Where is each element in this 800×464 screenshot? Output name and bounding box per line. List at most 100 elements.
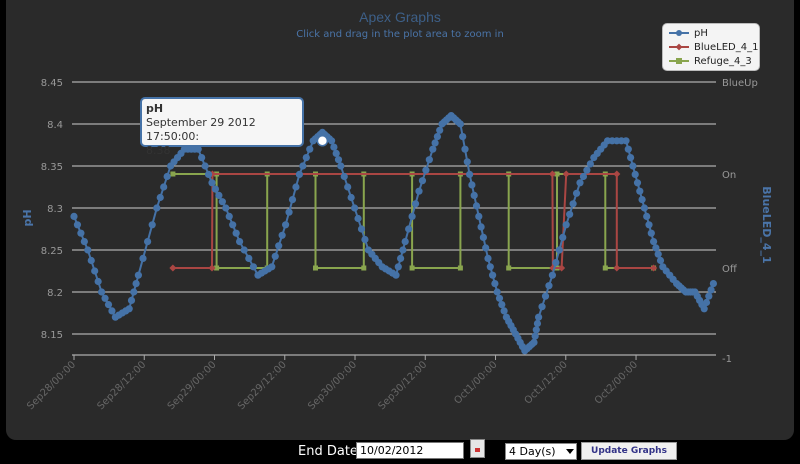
series-point-pH <box>475 212 483 220</box>
x-tick-label: Oct2/00:00 <box>593 359 640 406</box>
range-select-value: 4 Day(s) <box>509 445 556 458</box>
chart-legend[interactable]: pH BlueLED_4_1 Refuge_4_3 <box>662 23 760 71</box>
series-point-pH <box>351 204 359 212</box>
series-point-pH <box>629 162 637 170</box>
series-point-pH <box>418 177 427 185</box>
series-point-pH <box>268 263 276 271</box>
series-line-Refuge_4_3 <box>172 173 654 269</box>
legend-item-blueled[interactable]: BlueLED_4_1 <box>667 40 759 54</box>
series-point-pH <box>470 191 478 199</box>
series-point-pH <box>431 139 439 147</box>
series-point-pH <box>229 221 237 229</box>
series-point-pH <box>545 282 553 290</box>
series-point-pH <box>73 221 82 229</box>
series-point-pH <box>562 221 570 229</box>
series-point-pH <box>548 271 557 279</box>
series-point-pH <box>493 288 501 296</box>
series-point-pH <box>130 288 138 296</box>
series-point-pH <box>194 145 202 153</box>
update-graphs-button[interactable]: Update Graphs <box>581 442 677 460</box>
series-point-pH <box>399 246 407 254</box>
series-point-pH <box>232 229 240 237</box>
series-point-Refuge_4_3 <box>361 265 367 271</box>
series-point-pH <box>198 154 206 162</box>
chevron-down-icon <box>566 449 574 454</box>
series-point-pH <box>532 326 540 334</box>
series-point-pH <box>566 210 574 218</box>
series-point-pH <box>245 254 253 262</box>
series-point-pH <box>535 313 543 321</box>
series-point-pH <box>392 271 400 279</box>
series-point-pH <box>643 212 651 220</box>
calendar-icon[interactable] <box>470 439 485 458</box>
series-point-pH <box>586 160 594 168</box>
chart-tooltip: pH September 29 2012 17:50:00: 8.38 <box>140 97 304 157</box>
series-point-pH <box>468 181 476 189</box>
series-point-pH <box>579 172 588 181</box>
series-point-pH <box>459 133 467 141</box>
series-point-pH <box>652 244 660 252</box>
series-point-BlueLED_4_1 <box>558 264 566 272</box>
series-point-pH <box>489 271 497 279</box>
series-point-pH <box>500 307 508 315</box>
series-point-pH <box>654 250 662 258</box>
series-point-pH <box>201 162 209 170</box>
series-point-Refuge_4_3 <box>170 171 176 177</box>
series-point-pH <box>163 172 171 181</box>
series-point-Refuge_4_3 <box>602 265 608 271</box>
series-point-pH <box>645 221 653 229</box>
series-point-pH <box>394 263 402 271</box>
series-point-pH <box>555 246 563 254</box>
y-axis-right: BlueUp On Off -1 <box>722 78 758 365</box>
series-point-pH <box>477 223 485 231</box>
series-point-Refuge_4_3 <box>313 265 318 271</box>
series-point-pH <box>134 271 142 279</box>
series-point-pH <box>530 338 538 346</box>
series-point-pH <box>707 286 715 294</box>
chart-panel[interactable]: Apex Graphs Click and drag in the plot a… <box>6 0 794 440</box>
series-point-pH <box>292 183 300 191</box>
x-tick-label: Oct1/00:00 <box>452 359 499 406</box>
y-axis-right-label: BlueLED_4_1 <box>760 186 773 263</box>
series-point-pH <box>80 238 88 246</box>
series-point-pH <box>271 252 279 260</box>
series-point-pH <box>538 303 546 311</box>
series-point-pH <box>139 254 147 262</box>
series-point-BlueLED_4_1 <box>613 264 621 272</box>
series-point-pH <box>638 196 646 204</box>
series-point-pH <box>127 296 136 304</box>
series-point-pH <box>275 242 283 250</box>
series-point-pH <box>401 238 409 246</box>
series-point-pH <box>705 292 713 300</box>
series-point-pH <box>583 166 591 174</box>
series-point-pH <box>552 259 560 267</box>
series-point-pH <box>650 238 658 246</box>
x-tick-label: Sep29/00:00 <box>166 359 219 412</box>
range-select[interactable]: 4 Day(s) <box>505 443 577 460</box>
series-point-pH <box>288 196 297 204</box>
series-point-pH <box>709 280 718 288</box>
series-point-pH <box>302 154 310 162</box>
series-point-pH <box>486 263 494 271</box>
legend-item-ph[interactable]: pH <box>667 26 759 40</box>
series-point-BlueLED_4_1 <box>169 264 177 272</box>
legend-item-refuge[interactable]: Refuge_4_3 <box>667 54 759 68</box>
end-date-input[interactable] <box>356 442 464 459</box>
controls-bar: End Date <box>0 440 800 464</box>
series-point-pH <box>461 145 469 153</box>
series-point-pH <box>405 225 413 233</box>
series-point-pH <box>332 149 340 157</box>
series-point-pH <box>425 156 433 164</box>
chart-plot[interactable]: Apex Graphs Click and drag in the plot a… <box>6 0 794 440</box>
legend-symbol-blueled <box>667 42 691 52</box>
series-point-pH <box>337 162 345 170</box>
x-tick-label: Oct1/12:00 <box>523 359 570 406</box>
series-point-pH <box>347 193 355 202</box>
y-axis-left-label: pH <box>21 209 34 226</box>
series-line-BlueLED_4_1 <box>172 173 654 269</box>
series-point-pH <box>531 332 539 340</box>
series-point-pH <box>627 154 635 162</box>
series-point-pH <box>328 137 336 145</box>
series-point-pH <box>299 162 307 170</box>
series-point-pH <box>278 231 286 239</box>
